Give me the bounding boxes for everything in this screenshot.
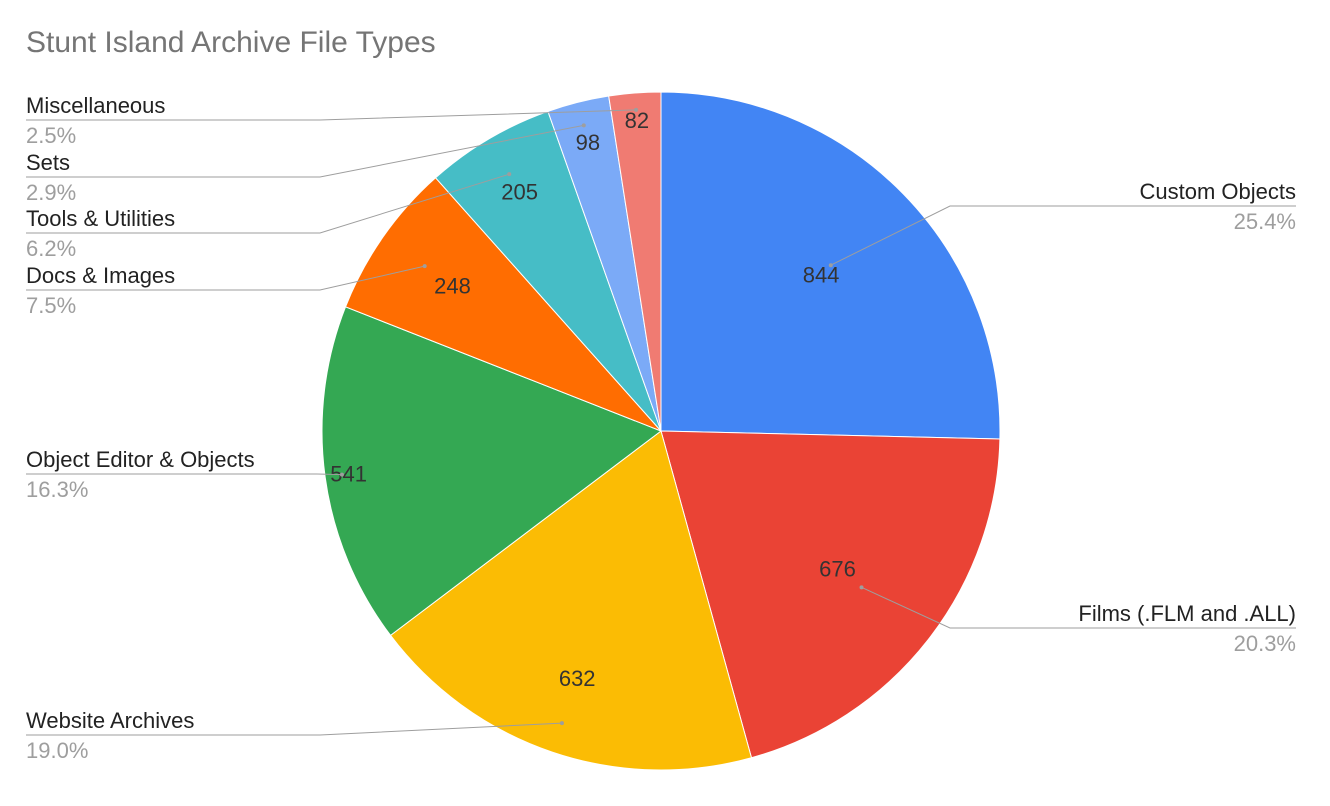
callout-dot bbox=[559, 721, 564, 726]
slice-value-label: 98 bbox=[576, 130, 600, 155]
callout-percent-object-editor-objects: 16.3% bbox=[26, 477, 88, 502]
pie-slice-object-editor-objects bbox=[321, 306, 663, 637]
slice-value-label: 844 bbox=[803, 263, 840, 288]
callout-dot bbox=[859, 585, 864, 590]
pie-slice-films-flm-and-all bbox=[660, 430, 1001, 759]
callout-line bbox=[861, 586, 1296, 629]
slice-value-label: 248 bbox=[434, 274, 471, 299]
callout-dot bbox=[828, 263, 833, 268]
callout-label-miscellaneous: Miscellaneous bbox=[26, 93, 165, 118]
callout-line bbox=[26, 109, 637, 121]
pie-slice-website-archives bbox=[389, 430, 753, 771]
slice-value-label: 676 bbox=[819, 557, 856, 582]
callout-line bbox=[26, 173, 510, 234]
callout-percent-website-archives: 19.0% bbox=[26, 738, 88, 763]
callout-percent-films-flm-and-all: 20.3% bbox=[1234, 631, 1296, 656]
chart-title: Stunt Island Archive File Types bbox=[26, 26, 436, 59]
callout-label-custom-objects: Custom Objects bbox=[1140, 179, 1297, 204]
callout-line bbox=[26, 124, 584, 178]
pie-slice-docs-images bbox=[344, 177, 662, 432]
slice-value-label: 632 bbox=[559, 666, 596, 691]
callout-dot bbox=[422, 264, 427, 269]
callout-label-object-editor-objects: Object Editor & Objects bbox=[26, 447, 255, 472]
callout-percent-sets: 2.9% bbox=[26, 180, 76, 205]
callout-dot bbox=[634, 107, 639, 112]
callout-label-sets: Sets bbox=[26, 150, 70, 175]
callout-percent-miscellaneous: 2.5% bbox=[26, 123, 76, 148]
callout-line bbox=[830, 205, 1296, 266]
callout-label-tools-utilities: Tools & Utilities bbox=[26, 206, 175, 231]
callout-line bbox=[26, 265, 425, 291]
slice-value-label: 205 bbox=[501, 180, 538, 205]
callout-label-films-flm-and-all: Films (.FLM and .ALL) bbox=[1078, 601, 1296, 626]
callout-dot bbox=[581, 123, 586, 128]
pie-slice-miscellaneous bbox=[608, 91, 662, 432]
callout-dot bbox=[507, 172, 512, 177]
callout-dot bbox=[339, 472, 344, 477]
callout-line bbox=[26, 473, 342, 476]
callout-label-docs-images: Docs & Images bbox=[26, 263, 175, 288]
callout-line bbox=[26, 722, 562, 736]
slice-value-label: 82 bbox=[625, 108, 649, 133]
callout-percent-docs-images: 7.5% bbox=[26, 293, 76, 318]
callout-percent-custom-objects: 25.4% bbox=[1234, 209, 1296, 234]
callout-label-website-archives: Website Archives bbox=[26, 708, 194, 733]
callout-percent-tools-utilities: 6.2% bbox=[26, 236, 76, 261]
